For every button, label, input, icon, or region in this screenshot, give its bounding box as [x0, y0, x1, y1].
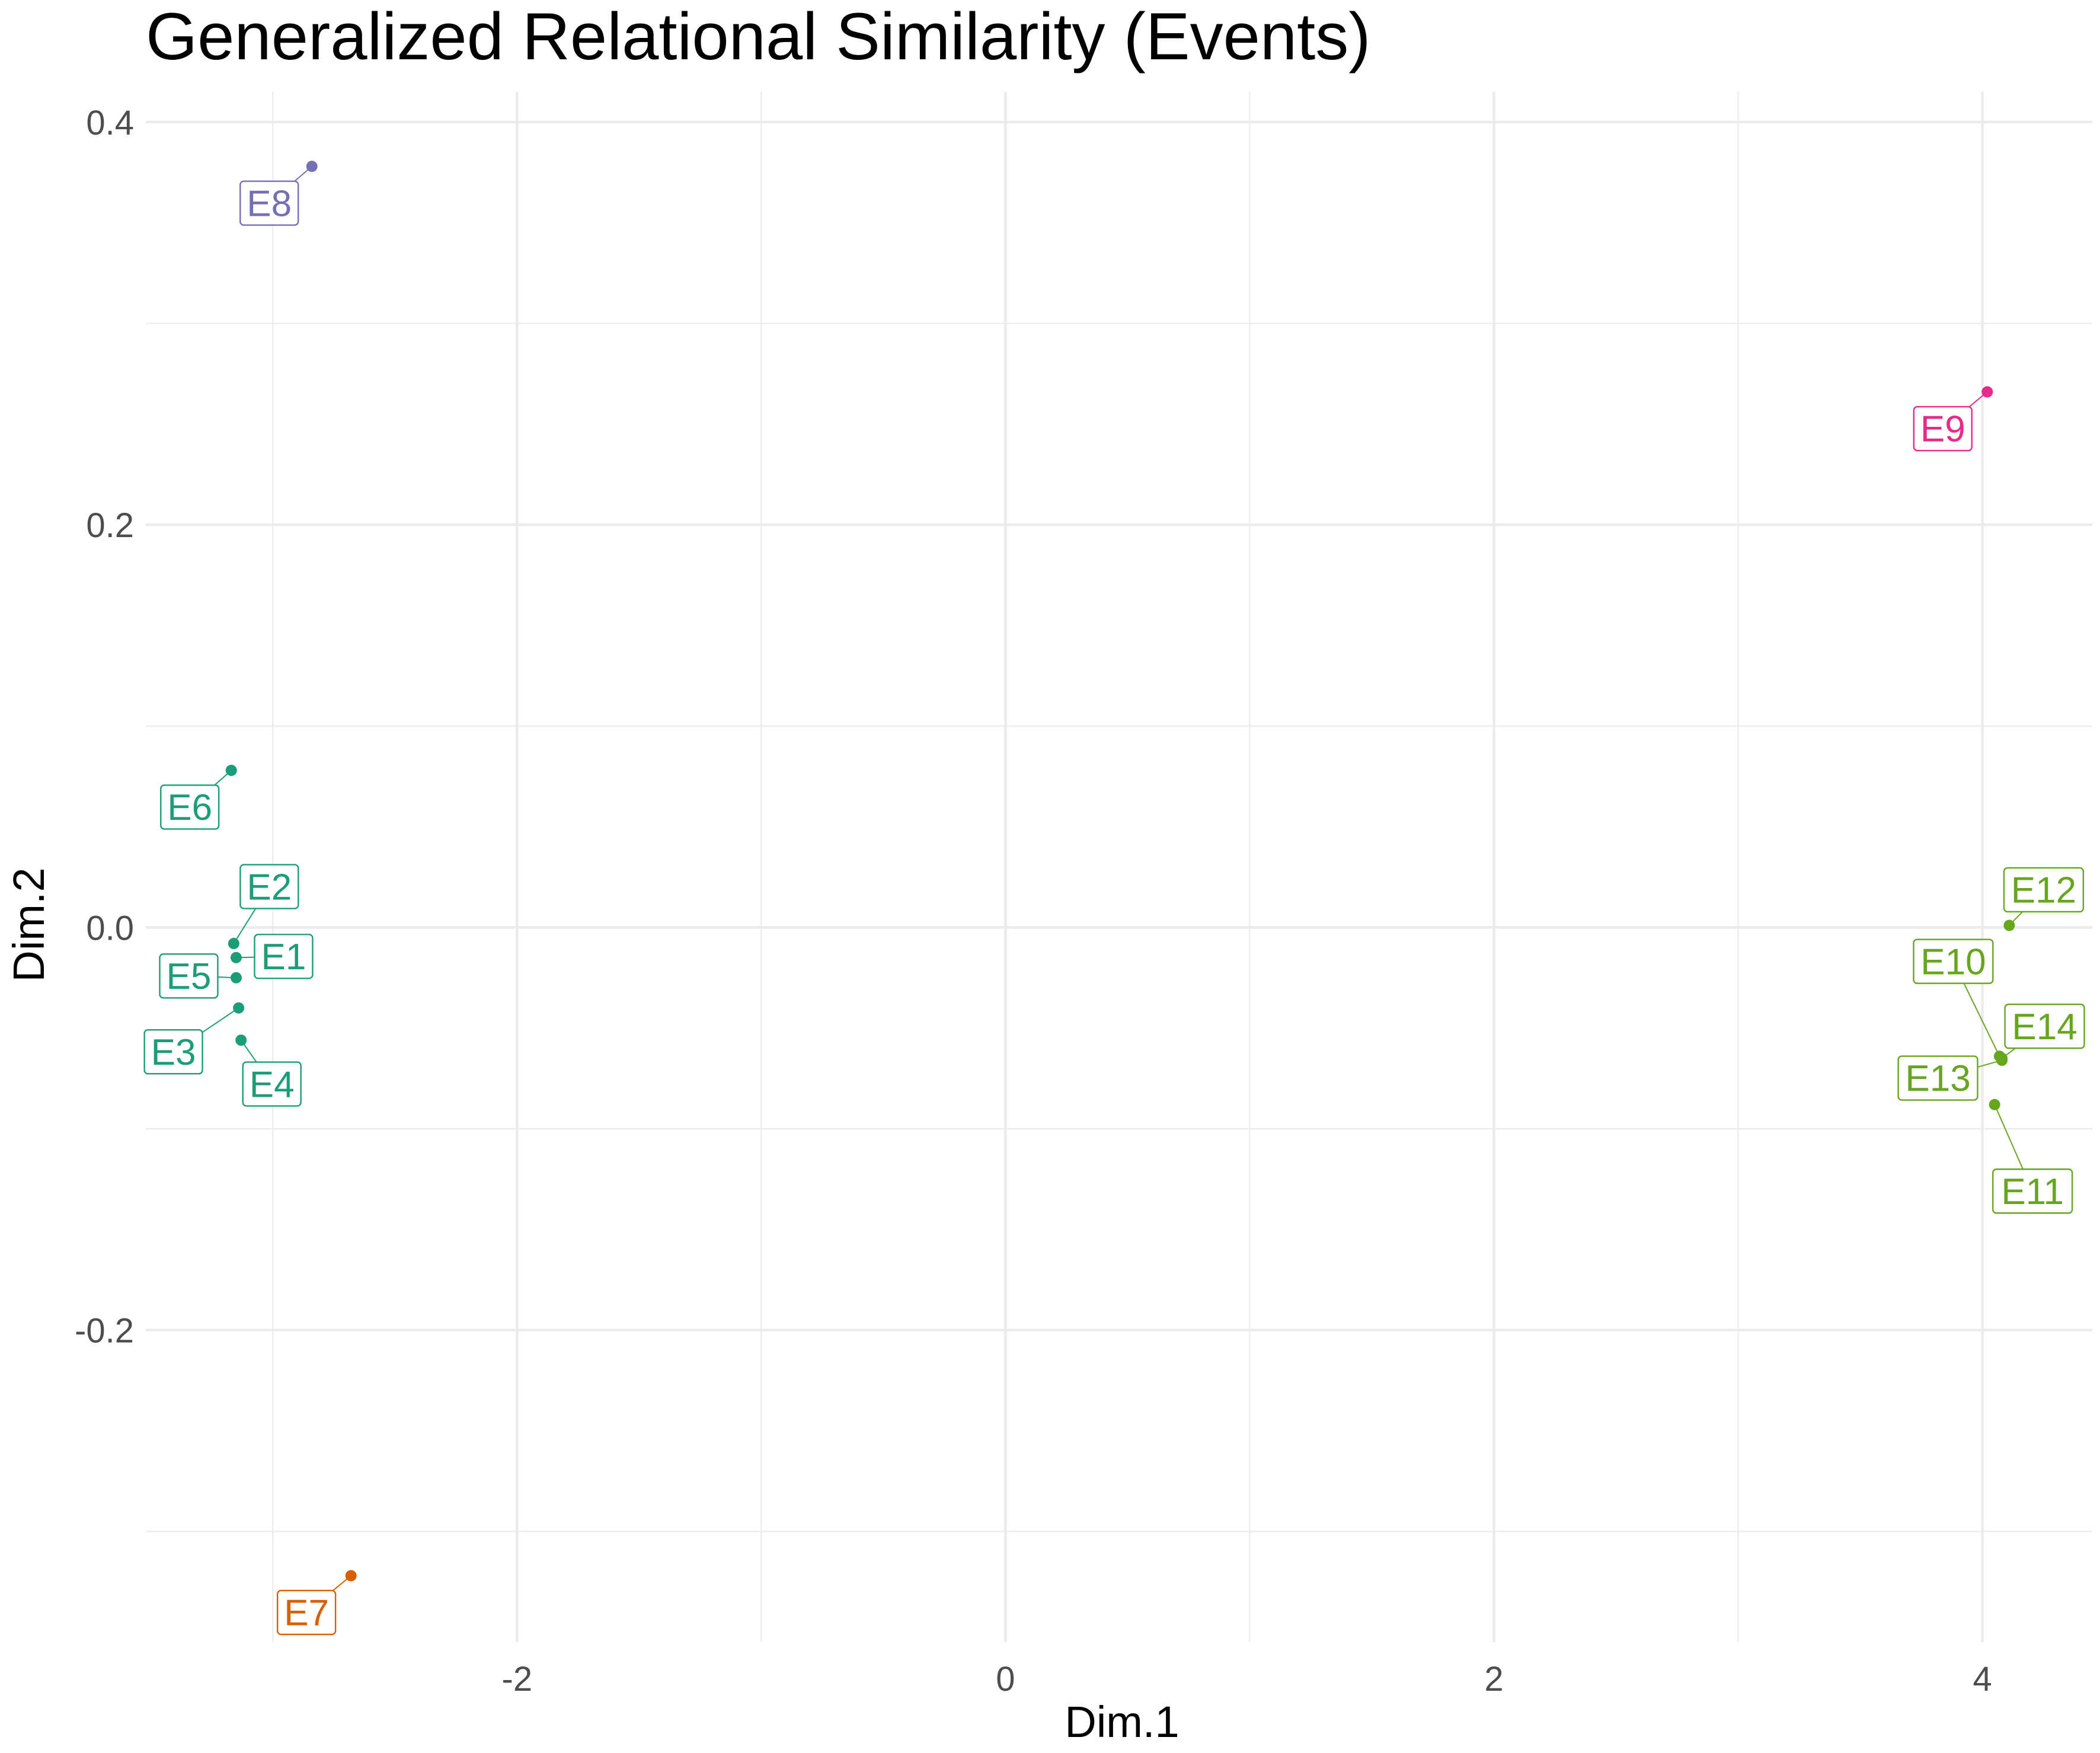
- x-tick-label: -2: [502, 1660, 533, 1698]
- point-e6: [225, 764, 237, 776]
- data-label-text: E6: [167, 787, 212, 828]
- data-label-e2: E2: [239, 864, 299, 909]
- data-label-box: [1992, 1168, 2073, 1214]
- data-label-e8: E8: [239, 180, 299, 226]
- data-label-text: E5: [167, 956, 212, 997]
- data-label-e5: E5: [159, 953, 219, 999]
- y-tick-label: -0.2: [75, 1312, 134, 1350]
- data-label-e3: E3: [143, 1029, 203, 1075]
- point-e5: [230, 972, 242, 984]
- data-labels: E1 E2 E3 E4 E5 E6 E7 E8 E9 E10 E11 E12 E13 E14: [143, 180, 2085, 1636]
- data-label-text: E10: [1920, 941, 1986, 982]
- data-label-box: [254, 934, 314, 979]
- data-points: [225, 161, 2015, 1582]
- point-e4: [235, 1034, 247, 1046]
- data-label-box: [2003, 867, 2085, 913]
- data-label-text: E8: [247, 183, 292, 224]
- axis-ticks: -2 0 2 4 -0.2 0.0 0.2 0.4: [75, 104, 1992, 1698]
- grid: [146, 92, 2092, 1642]
- point-e8: [306, 161, 318, 173]
- data-label-e9: E9: [1913, 405, 1973, 452]
- data-label-box: [242, 1061, 302, 1107]
- point-e2: [228, 938, 239, 950]
- data-label-box: [160, 784, 220, 830]
- data-label-box: [1897, 1055, 1978, 1101]
- data-label-e12: E12: [2003, 867, 2085, 913]
- data-label-text: E4: [250, 1064, 295, 1105]
- data-label-e6: E6: [160, 784, 220, 830]
- x-tick-label: 4: [1973, 1660, 1992, 1698]
- point-e3: [233, 1002, 245, 1014]
- y-tick-label: 0.0: [86, 909, 134, 947]
- point-e1: [230, 951, 242, 963]
- data-label-text: E1: [261, 937, 306, 978]
- data-label-text: E12: [2011, 870, 2076, 911]
- data-label-box: [2004, 1003, 2085, 1049]
- data-label-e7: E7: [276, 1589, 337, 1636]
- data-label-text: E14: [2012, 1007, 2077, 1048]
- data-label-box: [159, 953, 219, 999]
- y-tick-label: 0.4: [86, 104, 134, 142]
- data-label-box: [1913, 938, 1994, 984]
- x-tick-label: 2: [1484, 1660, 1503, 1698]
- data-label-box: [1913, 405, 1973, 452]
- data-label-box: [239, 180, 299, 226]
- x-tick-label: 0: [996, 1660, 1015, 1698]
- data-label-text: E7: [284, 1593, 329, 1634]
- point-e9: [1981, 386, 1993, 398]
- y-axis-label: Dim.2: [4, 867, 53, 982]
- data-label-text: E2: [247, 867, 292, 908]
- data-label-e10: E10: [1913, 938, 1994, 984]
- data-label-text: E9: [1920, 409, 1965, 450]
- chart-title: Generalized Relational Similarity (Event…: [146, 0, 1371, 74]
- data-label-e4: E4: [242, 1061, 302, 1107]
- data-label-e11: E11: [1992, 1168, 2073, 1214]
- x-axis-label: Dim.1: [1065, 1697, 1179, 1746]
- data-label-text: E13: [1905, 1058, 1970, 1099]
- point-e12: [2003, 919, 2015, 931]
- y-tick-label: 0.2: [86, 506, 134, 545]
- data-label-e1: E1: [254, 934, 314, 979]
- data-label-e13: E13: [1897, 1055, 1978, 1101]
- point-e7: [345, 1570, 357, 1582]
- data-label-box: [276, 1589, 337, 1636]
- data-label-box: [143, 1029, 203, 1075]
- data-label-e14: E14: [2004, 1003, 2085, 1049]
- data-label-text: E3: [151, 1032, 196, 1073]
- data-label-box: [239, 864, 299, 909]
- data-label-text: E11: [2001, 1171, 2064, 1212]
- point-e14: [1996, 1052, 2008, 1064]
- point-e11: [1989, 1099, 2000, 1110]
